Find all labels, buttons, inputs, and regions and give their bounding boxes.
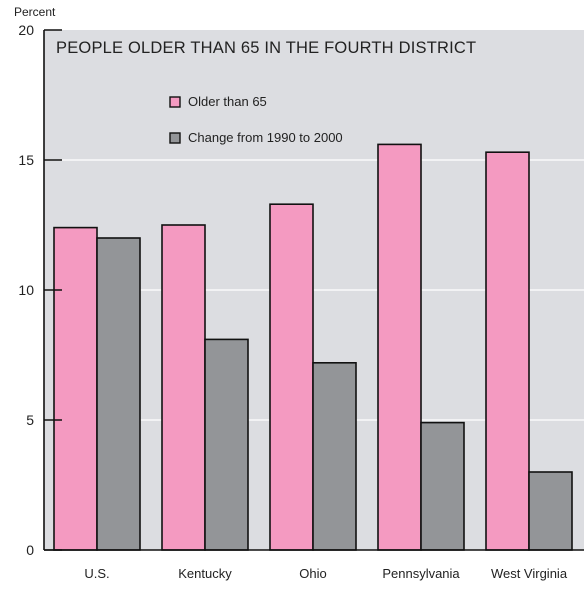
x-tick-label: West Virginia bbox=[491, 566, 568, 581]
bar-change-1990-2000 bbox=[204, 338, 249, 551]
bar-change-1990-2000 bbox=[420, 421, 465, 551]
legend-label: Change from 1990 to 2000 bbox=[188, 130, 343, 145]
x-tick-label: U.S. bbox=[84, 566, 109, 581]
x-tick-label: Kentucky bbox=[178, 566, 232, 581]
bar-change-1990-2000 bbox=[528, 471, 573, 551]
legend: Older than 65 Change from 1990 to 2000 bbox=[169, 94, 343, 145]
x-tick-label: Pennsylvania bbox=[382, 566, 460, 581]
bar-older-than-65 bbox=[269, 203, 314, 551]
bar-older-than-65 bbox=[53, 226, 98, 551]
x-axis-labels: U.S. Kentucky Ohio Pennsylvania West Virgini… bbox=[84, 566, 567, 581]
y-axis-ticks: 0 5 10 15 20 bbox=[18, 22, 62, 558]
bar-change-1990-2000 bbox=[312, 361, 357, 551]
chart-title: PEOPLE OLDER THAN 65 IN THE FOURTH DISTR… bbox=[56, 39, 476, 57]
legend-swatch bbox=[169, 132, 181, 144]
y-tick-label: 20 bbox=[18, 22, 34, 38]
y-axis-unit-label: Percent bbox=[14, 5, 56, 19]
legend-label: Older than 65 bbox=[188, 94, 267, 109]
legend-swatch bbox=[169, 96, 181, 108]
bar-older-than-65 bbox=[161, 224, 206, 551]
x-tick-label: Ohio bbox=[299, 566, 326, 581]
y-tick-label: 0 bbox=[26, 542, 34, 558]
y-tick-label: 5 bbox=[26, 412, 34, 428]
bar-older-than-65 bbox=[485, 151, 530, 551]
y-tick-label: 15 bbox=[18, 152, 34, 168]
y-tick-label: 10 bbox=[18, 282, 34, 298]
bar-change-1990-2000 bbox=[96, 237, 141, 551]
bars bbox=[53, 143, 573, 551]
bar-older-than-65 bbox=[377, 143, 422, 551]
